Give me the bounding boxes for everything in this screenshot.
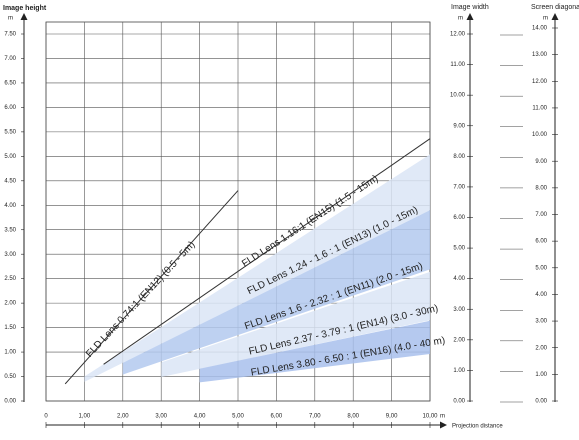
x-tick-label: 8,00 bbox=[347, 414, 359, 420]
tick-label: 1.00 bbox=[453, 368, 465, 374]
y-tick-label: 1.50 bbox=[4, 325, 16, 331]
tick-label: 0.00 bbox=[453, 399, 465, 405]
x-tick-label: 7,00 bbox=[309, 414, 321, 420]
tick-label: 3.00 bbox=[453, 307, 465, 313]
x-tick-label: 0 bbox=[44, 414, 48, 420]
band bbox=[84, 154, 431, 382]
band bbox=[161, 271, 430, 378]
x-tick-label: 1,00 bbox=[79, 414, 91, 420]
x-tick-label: 10,00 bbox=[422, 414, 438, 420]
tick-label: 10.00 bbox=[450, 93, 466, 99]
y-axis-title: Image height bbox=[3, 5, 47, 12]
series-line bbox=[103, 138, 431, 365]
y-tick-label: 4.50 bbox=[4, 178, 16, 184]
tick-label: 1.00 bbox=[535, 372, 547, 378]
x-tick-label: 4,00 bbox=[194, 414, 206, 420]
tick-label: 4.00 bbox=[453, 276, 465, 282]
tick-label: 10.00 bbox=[532, 132, 548, 138]
tick-label: 6.00 bbox=[453, 215, 465, 221]
tick-label: 2.00 bbox=[453, 337, 465, 343]
tick-label: 9.00 bbox=[453, 123, 465, 129]
tick-label: 13.00 bbox=[532, 52, 548, 58]
x-axis-unit: m bbox=[440, 414, 445, 420]
y-tick-label: 6.50 bbox=[4, 81, 16, 87]
x-tick-label: 5,00 bbox=[232, 414, 244, 420]
y-axis-arrow bbox=[20, 13, 28, 20]
x-tick-label: 6,00 bbox=[271, 414, 283, 420]
y-tick-label: 2.00 bbox=[4, 301, 16, 307]
y-tick-label: 3.50 bbox=[4, 227, 16, 233]
x-axis-title: Projection distance bbox=[452, 424, 503, 430]
tick-label: 0.00 bbox=[535, 399, 547, 405]
tick-label: 11.00 bbox=[450, 62, 465, 68]
tick-label: 3.00 bbox=[535, 319, 547, 325]
x-tick-label: 3,00 bbox=[155, 414, 167, 420]
axis-unit: m bbox=[458, 16, 463, 22]
y-tick-label: 7.00 bbox=[4, 56, 16, 62]
tick-label: 6.00 bbox=[535, 239, 547, 245]
x-axis-arrow bbox=[440, 421, 447, 429]
y-tick-label: 3.00 bbox=[4, 252, 16, 258]
y-tick-label: 6.00 bbox=[4, 105, 16, 111]
y-tick-label: 5.00 bbox=[4, 154, 16, 160]
axis-arrow bbox=[466, 13, 474, 20]
y-tick-label: 0.00 bbox=[4, 399, 16, 405]
tick-label: 12.00 bbox=[450, 32, 466, 38]
band bbox=[199, 320, 430, 383]
y-tick-label: 2.50 bbox=[4, 276, 16, 282]
y-tick-label: 4.00 bbox=[4, 203, 16, 209]
y-tick-label: 1.00 bbox=[4, 350, 16, 356]
axis-unit: m bbox=[543, 16, 548, 22]
series-line bbox=[64, 190, 239, 385]
tick-label: 2.00 bbox=[535, 345, 547, 351]
x-tick-label: 9,00 bbox=[386, 414, 398, 420]
tick-label: 7.00 bbox=[453, 184, 465, 190]
tick-label: 8.00 bbox=[453, 154, 465, 160]
tick-label: 11.00 bbox=[532, 106, 547, 112]
tick-label: 5.00 bbox=[535, 265, 547, 271]
axis-title: Image width bbox=[451, 4, 489, 11]
axis-title: Screen diagonal bbox=[531, 4, 579, 11]
tick-label: 9.00 bbox=[535, 159, 547, 165]
y-tick-label: 0.50 bbox=[4, 374, 16, 380]
y-tick-label: 7.50 bbox=[4, 32, 16, 38]
tick-label: 12.00 bbox=[532, 79, 548, 85]
tick-label: 7.00 bbox=[535, 212, 547, 218]
axis-arrow bbox=[551, 13, 559, 20]
x-tick-label: 2,00 bbox=[117, 414, 129, 420]
tick-label: 14.00 bbox=[532, 26, 548, 32]
tick-label: 4.00 bbox=[535, 292, 547, 298]
y-axis-unit: m bbox=[8, 16, 13, 22]
tick-label: 5.00 bbox=[453, 246, 465, 252]
band bbox=[122, 210, 431, 375]
tick-label: 8.00 bbox=[535, 185, 547, 191]
y-tick-label: 5.50 bbox=[4, 129, 16, 135]
